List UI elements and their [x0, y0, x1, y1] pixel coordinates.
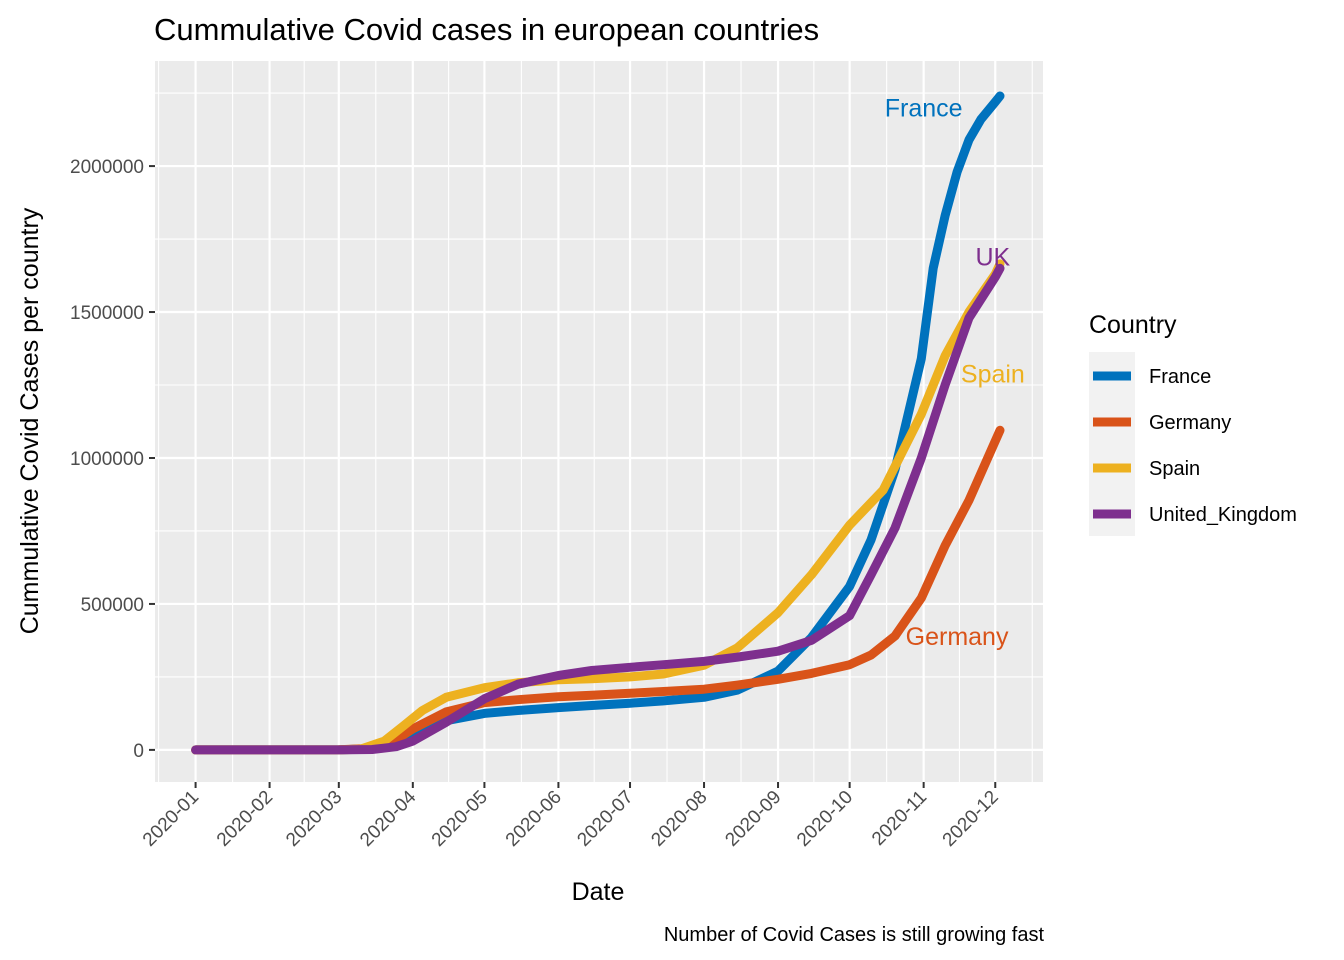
x-axis-ticks: 2020-01 2020-02 2020-03 2020-04 2020-05 2020-…: [139, 782, 1003, 851]
annotation-france: France: [885, 95, 963, 123]
x-tick-label: 2020-04: [356, 786, 420, 850]
x-tick-label: 2020-06: [502, 787, 566, 851]
grid-major: [155, 61, 1043, 782]
legend-label-germany: Germany: [1149, 412, 1231, 434]
y-tick-label: 0: [133, 741, 144, 762]
legend-label-spain: Spain: [1149, 458, 1200, 480]
x-tick-label: 2020-09: [721, 787, 785, 851]
x-tick-label: 2020-12: [939, 787, 1003, 851]
annotation-uk: UK: [976, 244, 1011, 272]
series-line-spain: [191, 259, 1005, 755]
series-layer: [191, 91, 1005, 755]
plot-panel: [155, 61, 1043, 782]
annotation-layer: France UK Spain Germany: [885, 95, 1025, 651]
x-tick-label: 2020-10: [793, 787, 857, 851]
y-tick-label: 2000000: [70, 157, 144, 178]
y-axis-title: Cummulative Covid Cases per country: [16, 207, 44, 634]
legend-title: Country: [1089, 311, 1177, 339]
x-tick-label: 2020-08: [647, 787, 711, 851]
series-line-united-kingdom: [191, 263, 1005, 755]
y-axis-ticks: 0 500000 1000000 1500000 2000000: [70, 157, 155, 762]
chart-title: Cummulative Covid cases in european coun…: [154, 12, 819, 47]
x-tick-label: 2020-07: [573, 787, 637, 851]
y-tick-label: 1500000: [70, 303, 144, 324]
legend-label-united-kingdom: United_Kingdom: [1149, 504, 1297, 526]
y-tick-label: 1000000: [70, 449, 144, 470]
x-tick-label: 2020-01: [139, 787, 203, 851]
legend-key-background: [1089, 352, 1135, 536]
legend: Country France Germany Spain United_Kingdom: [1089, 311, 1297, 536]
grid-minor: [155, 61, 1043, 782]
annotation-spain: Spain: [961, 360, 1025, 388]
x-axis-title: Date: [572, 878, 625, 906]
x-tick-label: 2020-11: [868, 787, 931, 850]
x-tick-label: 2020-05: [428, 787, 492, 851]
series-line-germany: [191, 425, 1005, 755]
annotation-germany: Germany: [906, 623, 1009, 651]
legend-label-france: France: [1149, 366, 1211, 388]
x-tick-label: 2020-02: [213, 787, 277, 851]
x-tick-label: 2020-03: [282, 787, 346, 851]
y-tick-label: 500000: [81, 595, 144, 616]
chart-caption: Number of Covid Cases is still growing f…: [664, 924, 1045, 946]
